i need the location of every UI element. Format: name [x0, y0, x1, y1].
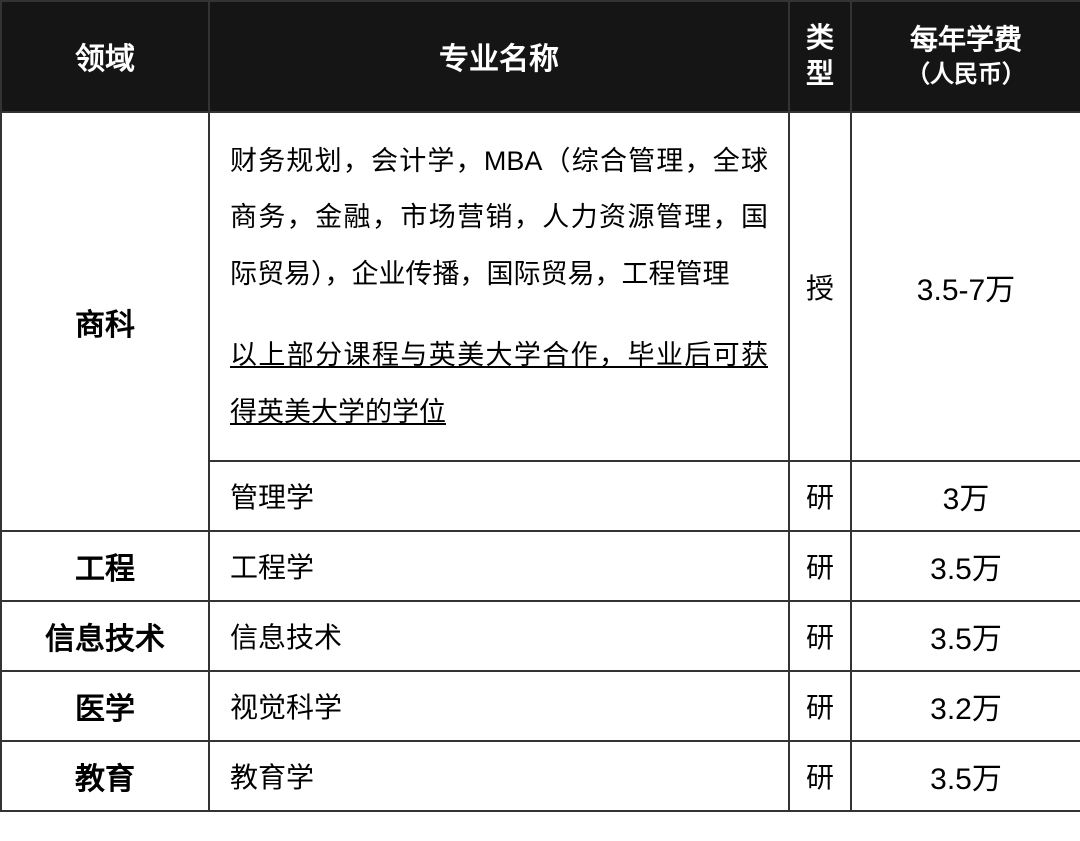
cell-domain-engineering: 工程 [1, 531, 209, 601]
header-major: 专业名称 [209, 1, 789, 112]
cell-fee: 3万 [851, 461, 1080, 531]
cell-fee: 3.5万 [851, 741, 1080, 811]
header-type: 类型 [789, 1, 851, 112]
cell-major: 信息技术 [209, 601, 789, 671]
major-note: 以上部分课程与英美大学合作，毕业后可获得英美大学的学位 [230, 327, 768, 440]
cell-major: 视觉科学 [209, 671, 789, 741]
table-row: 工程 工程学 研 3.5万 [1, 531, 1080, 601]
cell-type: 研 [789, 601, 851, 671]
cell-domain-business: 商科 [1, 112, 209, 531]
cell-fee: 3.5万 [851, 531, 1080, 601]
table-row: 信息技术 信息技术 研 3.5万 [1, 601, 1080, 671]
table-row: 教育 教育学 研 3.5万 [1, 741, 1080, 811]
header-fee-main: 每年学费 [910, 24, 1022, 55]
table-row: 商科 财务规划，会计学，MBA（综合管理，全球商务，金融，市场营销，人力资源管理… [1, 112, 1080, 461]
cell-fee: 3.5万 [851, 601, 1080, 671]
cell-domain-medicine: 医学 [1, 671, 209, 741]
cell-major: 管理学 [209, 461, 789, 531]
major-text: 财务规划，会计学，MBA（综合管理，全球商务，金融，市场营销，人力资源管理，国际… [230, 146, 768, 289]
cell-type: 研 [789, 741, 851, 811]
cell-fee: 3.5-7万 [851, 112, 1080, 461]
cell-type: 研 [789, 461, 851, 531]
cell-fee: 3.2万 [851, 671, 1080, 741]
tuition-table: 领域 专业名称 类型 每年学费 （人民币） 商科 财务规划，会计学，MBA（综合… [0, 0, 1080, 812]
header-fee-sub: （人民币） [860, 59, 1072, 91]
cell-type: 授 [789, 112, 851, 461]
cell-major: 工程学 [209, 531, 789, 601]
cell-domain-education: 教育 [1, 741, 209, 811]
cell-type: 研 [789, 531, 851, 601]
cell-major-business: 财务规划，会计学，MBA（综合管理，全球商务，金融，市场营销，人力资源管理，国际… [209, 112, 789, 461]
header-domain: 领域 [1, 1, 209, 112]
cell-type: 研 [789, 671, 851, 741]
table-row: 医学 视觉科学 研 3.2万 [1, 671, 1080, 741]
cell-major: 教育学 [209, 741, 789, 811]
header-fee: 每年学费 （人民币） [851, 1, 1080, 112]
cell-domain-it: 信息技术 [1, 601, 209, 671]
header-row: 领域 专业名称 类型 每年学费 （人民币） [1, 1, 1080, 112]
